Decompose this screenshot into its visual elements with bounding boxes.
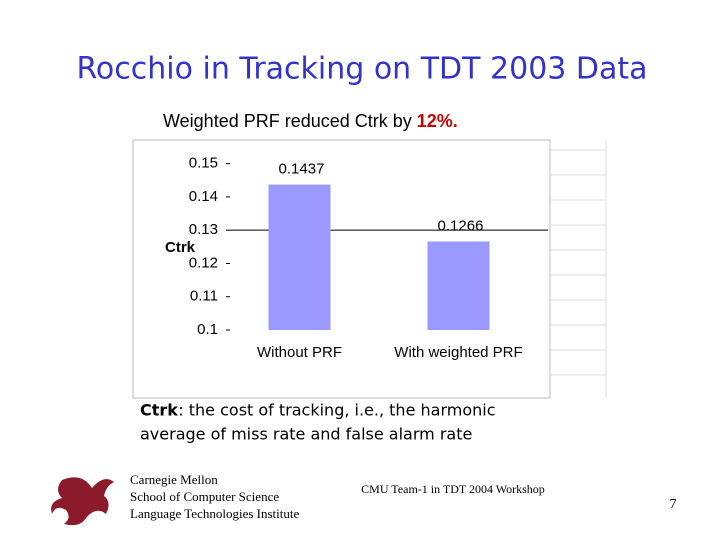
logo	[51, 477, 114, 526]
slide-title: Rocchio in Tracking on TDT 2003 Data	[76, 52, 647, 87]
y-tick-label: 0.12	[189, 254, 218, 271]
x-tick-label: With weighted PRF	[394, 344, 522, 361]
y-axis-label: Ctrk	[165, 239, 196, 256]
footer-center: CMU Team-1 in TDT 2004 Workshop	[361, 482, 545, 496]
x-tick-label: Without PRF	[257, 344, 342, 361]
page-number: 7	[670, 497, 677, 512]
y-tick-label: 0.1	[197, 321, 218, 338]
caption-term: Ctrk	[140, 401, 178, 420]
data-label: 0.1437	[279, 161, 325, 178]
caption: : the cost of tracking, i.e., the harmon…	[178, 401, 495, 420]
footer-left: Language Technologies Institute	[130, 506, 299, 521]
footer-left: Carnegie Mellon	[130, 472, 218, 487]
y-tick-label: 0.13	[189, 221, 218, 238]
subtitle: Weighted PRF reduced Ctrk by	[163, 111, 412, 131]
caption: average of miss rate and false alarm rat…	[140, 425, 472, 444]
data-label: 0.1266	[438, 217, 484, 234]
y-tick-label: 0.14	[189, 188, 218, 205]
footer-left: School of Computer Science	[130, 489, 279, 504]
bar	[268, 184, 331, 330]
bar	[427, 241, 490, 330]
y-tick-label: 0.11	[190, 288, 218, 305]
subtitle-highlight: 12%.	[417, 111, 458, 131]
y-tick-label: 0.15	[189, 155, 218, 172]
background-grid	[550, 140, 607, 398]
